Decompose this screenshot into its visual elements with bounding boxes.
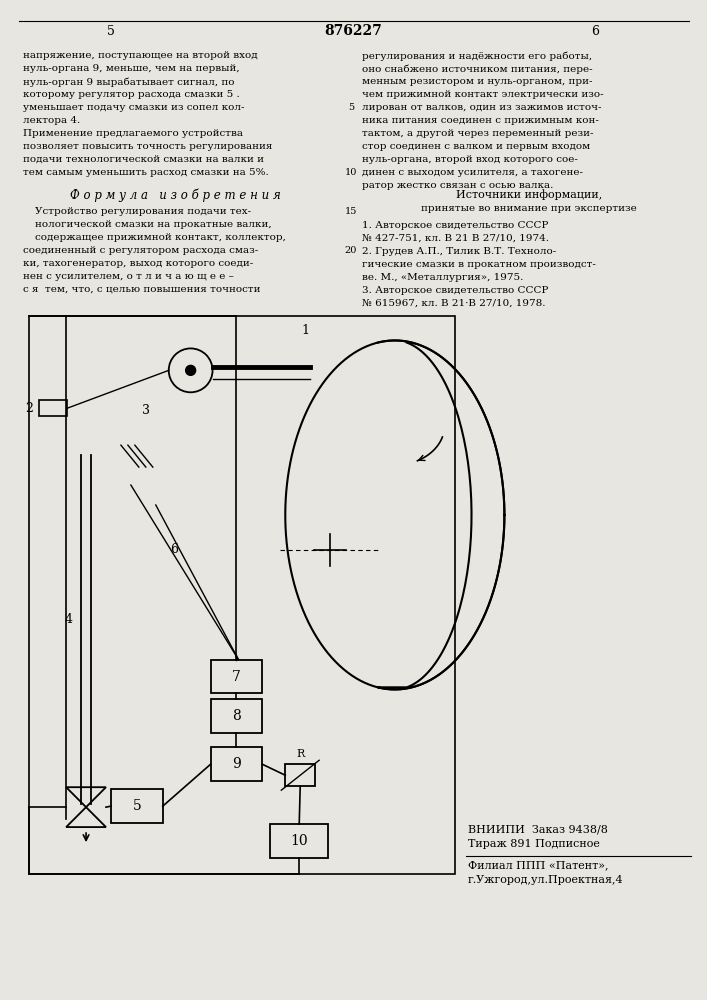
Text: № 615967, кл. В 21·В 27/10, 1978.: № 615967, кл. В 21·В 27/10, 1978.: [362, 299, 546, 308]
Text: 876227: 876227: [324, 24, 382, 38]
Text: уменьшает подачу смазки из сопел кол-: уменьшает подачу смазки из сопел кол-: [23, 103, 245, 112]
Text: содержащее прижимной контакт, коллектор,: содержащее прижимной контакт, коллектор,: [35, 233, 286, 242]
Text: 8: 8: [232, 709, 241, 723]
Text: № 427-751, кл. В 21 В 27/10, 1974.: № 427-751, кл. В 21 В 27/10, 1974.: [362, 234, 549, 243]
Text: ки, тахогенератор, выход которого соеди-: ки, тахогенератор, выход которого соеди-: [23, 259, 254, 268]
Text: 3. Авторское свидетельство СССР: 3. Авторское свидетельство СССР: [362, 286, 549, 295]
Text: нен с усилителем, о т л и ч а ю щ е е –: нен с усилителем, о т л и ч а ю щ е е –: [23, 272, 234, 281]
Text: тактом, а другой через переменный рези-: тактом, а другой через переменный рези-: [362, 129, 593, 138]
Text: нологической смазки на прокатные валки,: нологической смазки на прокатные валки,: [35, 220, 272, 229]
Circle shape: [186, 365, 196, 375]
Text: лектора 4.: лектора 4.: [23, 116, 81, 125]
Text: Тираж 891 Подписное: Тираж 891 Подписное: [467, 839, 600, 849]
Text: R: R: [296, 749, 304, 759]
Text: 4: 4: [65, 613, 73, 626]
Bar: [40, 400, 67, 416]
Text: Ф о р м у л а   и з о б р е т е н и я: Ф о р м у л а и з о б р е т е н и я: [70, 189, 281, 202]
Text: 7: 7: [232, 670, 241, 684]
Text: оно снабжено источником питания, пере-: оно снабжено источником питания, пере-: [362, 64, 592, 74]
Text: динен с выходом усилителя, а тахогене-: динен с выходом усилителя, а тахогене-: [362, 168, 583, 177]
Text: 9: 9: [232, 757, 241, 771]
Text: гические смазки в прокатном производст-: гические смазки в прокатном производст-: [362, 260, 596, 269]
Text: 5: 5: [107, 25, 115, 38]
Text: 1. Авторское свидетельство СССР: 1. Авторское свидетельство СССР: [362, 221, 549, 230]
Text: напряжение, поступающее на второй вход: напряжение, поступающее на второй вход: [23, 51, 258, 60]
Text: подачи технологической смазки на валки и: подачи технологической смазки на валки и: [23, 155, 264, 164]
Text: менным резистором и нуль-органом, при-: менным резистором и нуль-органом, при-: [362, 77, 592, 86]
Text: нуль-органа 9, меньше, чем на первый,: нуль-органа 9, меньше, чем на первый,: [23, 64, 240, 73]
Bar: [211, 660, 262, 693]
Bar: [111, 789, 163, 823]
Text: Применение предлагаемого устройства: Применение предлагаемого устройства: [23, 129, 243, 138]
Bar: [285, 764, 315, 786]
Text: 2: 2: [25, 402, 33, 415]
Text: ника питания соединен с прижимным кон-: ника питания соединен с прижимным кон-: [362, 116, 599, 125]
Bar: [270, 824, 328, 858]
Bar: [211, 747, 262, 781]
Text: ве. М., «Металлургия», 1975.: ве. М., «Металлургия», 1975.: [362, 273, 523, 282]
Text: соединенный с регулятором расхода смаз-: соединенный с регулятором расхода смаз-: [23, 246, 259, 255]
Text: 5: 5: [348, 103, 354, 112]
Text: ВНИИПИ  Заказ 9438/8: ВНИИПИ Заказ 9438/8: [467, 824, 607, 834]
Text: 6: 6: [170, 543, 177, 556]
Text: которому регулятор расхода смазки 5 .: которому регулятор расхода смазки 5 .: [23, 90, 240, 99]
Text: г.Ужгород,ул.Проектная,4: г.Ужгород,ул.Проектная,4: [467, 875, 623, 885]
Text: с я  тем, что, с целью повышения точности: с я тем, что, с целью повышения точности: [23, 285, 261, 294]
Text: 10: 10: [291, 834, 308, 848]
Text: стор соединен с валком и первым входом: стор соединен с валком и первым входом: [362, 142, 590, 151]
Text: чем прижимной контакт электрически изо-: чем прижимной контакт электрически изо-: [362, 90, 604, 99]
Bar: [211, 699, 262, 733]
Text: 20: 20: [345, 246, 357, 255]
Text: нуль-органа, второй вход которого сое-: нуль-органа, второй вход которого сое-: [362, 155, 578, 164]
Text: позволяет повысить точность регулирования: позволяет повысить точность регулировани…: [23, 142, 273, 151]
Text: 1: 1: [301, 324, 309, 337]
Text: тем самым уменьшить расход смазки на 5%.: тем самым уменьшить расход смазки на 5%.: [23, 168, 269, 177]
Text: Источники информации,: Источники информации,: [456, 189, 602, 200]
Text: 5: 5: [132, 799, 141, 813]
Text: Устройство регулирования подачи тех-: Устройство регулирования подачи тех-: [35, 207, 252, 216]
Text: Филиал ППП «Патент»,: Филиал ППП «Патент»,: [467, 860, 608, 870]
Text: регулирования и надёжности его работы,: регулирования и надёжности его работы,: [362, 51, 592, 61]
Text: 2. Грудев А.П., Тилик В.Т. Техноло-: 2. Грудев А.П., Тилик В.Т. Техноло-: [362, 247, 556, 256]
Text: нуль-орган 9 вырабатывает сигнал, по: нуль-орган 9 вырабатывает сигнал, по: [23, 77, 235, 87]
Text: лирован от валков, один из зажимов источ-: лирован от валков, один из зажимов источ…: [362, 103, 602, 112]
Text: 3: 3: [142, 404, 150, 417]
Text: 6: 6: [591, 25, 599, 38]
Text: принятые во внимание при экспертизе: принятые во внимание при экспертизе: [421, 204, 637, 213]
Text: 10: 10: [345, 168, 357, 177]
Bar: [29, 316, 455, 874]
Text: 15: 15: [345, 207, 357, 216]
Text: ратор жестко связан с осью валка.: ратор жестко связан с осью валка.: [362, 181, 554, 190]
